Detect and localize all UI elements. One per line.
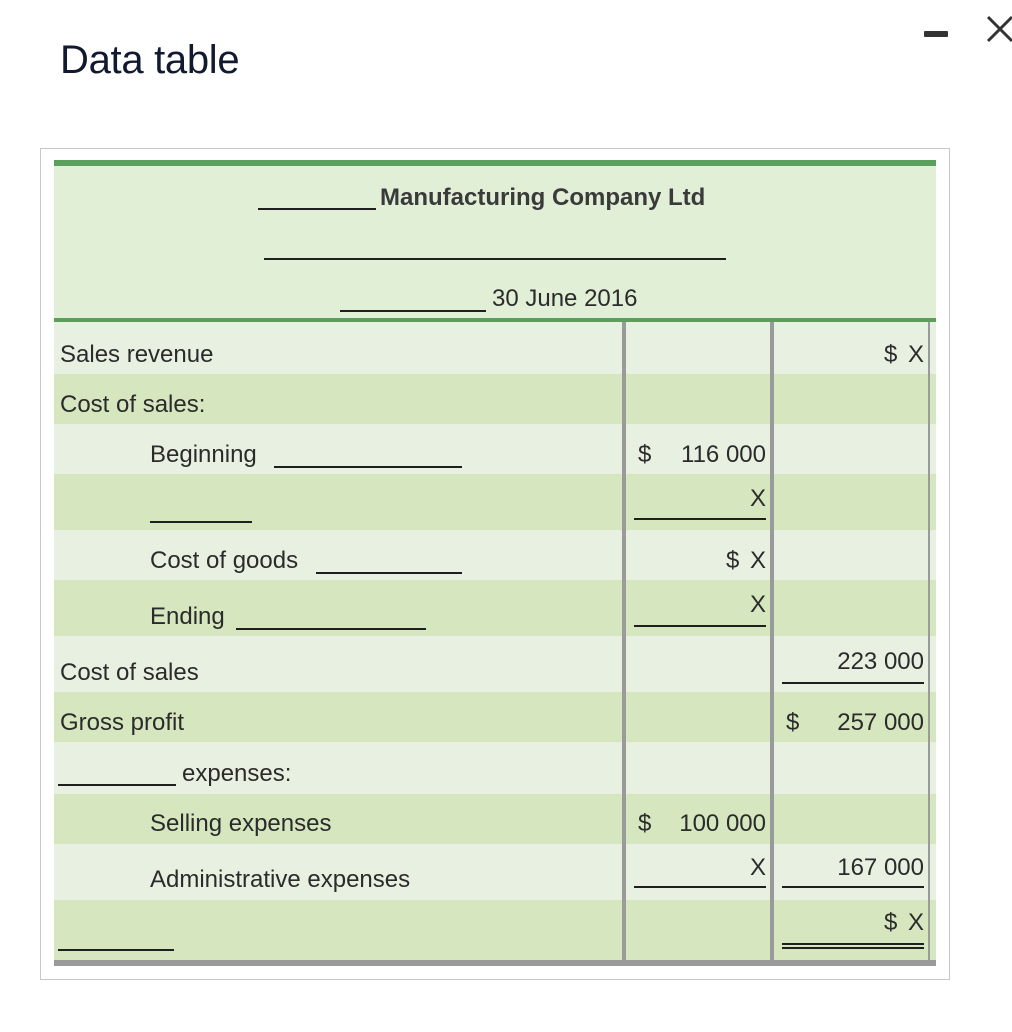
final-value: X: [907, 909, 924, 936]
total-expenses-value: 167 000: [837, 854, 924, 881]
period-prefix-blank[interactable]: [340, 310, 486, 312]
beginning-label: Beginning: [150, 441, 257, 468]
sales-revenue-label: Sales revenue: [60, 341, 214, 368]
table-row: [54, 900, 936, 960]
cost-of-sales-heading: Cost of sales:: [60, 391, 206, 418]
table-row: [54, 742, 936, 794]
table-row: [54, 844, 936, 900]
administrative-expenses-value: X: [749, 854, 766, 881]
table-row: [54, 692, 936, 742]
ending-blank[interactable]: [236, 628, 426, 630]
close-icon[interactable]: [983, 12, 1012, 46]
final-currency: $: [884, 909, 898, 936]
expenses-type-blank[interactable]: [58, 784, 176, 786]
table-bottom-border: [54, 960, 936, 966]
company-name-blank[interactable]: [258, 208, 376, 210]
table-row: [54, 322, 936, 374]
column-divider: [770, 322, 774, 962]
table-row: [54, 424, 936, 474]
dialog-title: Data table: [60, 38, 240, 82]
column-divider: [622, 322, 626, 962]
administrative-expenses-label: Administrative expenses: [150, 866, 411, 893]
ending-value: X: [749, 591, 766, 618]
cost-of-goods-label: Cost of goods: [150, 547, 299, 574]
table-row: [54, 530, 936, 580]
beginning-currency: $: [638, 441, 652, 468]
subtotal-underline: [634, 518, 766, 520]
total-expenses-underline: [782, 886, 924, 888]
ending-label: Ending: [150, 603, 225, 630]
table-row: [54, 794, 936, 844]
column-divider: [928, 322, 930, 962]
minimize-button[interactable]: [924, 31, 948, 37]
gross-profit-value: 257 000: [837, 709, 924, 736]
final-line-blank[interactable]: [58, 949, 174, 951]
cost-of-sales-underline: [782, 682, 924, 684]
statement-title-blank[interactable]: [264, 258, 726, 260]
beginning-value: 116 000: [681, 441, 766, 468]
cost-of-sales-label: Cost of sales: [60, 659, 199, 686]
final-double-underline: [782, 943, 924, 949]
table-row: [54, 374, 936, 424]
gross-profit-label: Gross profit: [60, 709, 185, 736]
gross-profit-currency: $: [786, 709, 800, 736]
selling-expenses-value: 100 000: [679, 810, 766, 837]
beginning-blank[interactable]: [274, 466, 462, 468]
header-bottom-bar: [54, 318, 936, 322]
table-row: [54, 580, 936, 636]
ending-underline: [634, 625, 766, 627]
sales-revenue-value: X: [907, 341, 924, 368]
cost-of-goods-blank[interactable]: [316, 572, 462, 574]
company-name: Manufacturing Company Ltd: [380, 184, 706, 211]
administrative-expenses-underline: [634, 886, 766, 888]
table-row: [54, 474, 936, 530]
cost-of-sales-value: 223 000: [837, 648, 924, 675]
statement-header: [54, 166, 936, 318]
selling-expenses-currency: $: [638, 810, 652, 837]
item-value: X: [749, 485, 766, 512]
selling-expenses-label: Selling expenses: [150, 810, 332, 837]
table-top-bar: [54, 160, 936, 166]
cost-of-goods-currency: $: [726, 547, 740, 574]
sales-revenue-currency: $: [884, 341, 898, 368]
statement-date: 30 June 2016: [492, 285, 638, 312]
expenses-heading: expenses:: [182, 760, 292, 787]
item-blank[interactable]: [150, 521, 252, 523]
cost-of-goods-value: X: [749, 547, 766, 574]
